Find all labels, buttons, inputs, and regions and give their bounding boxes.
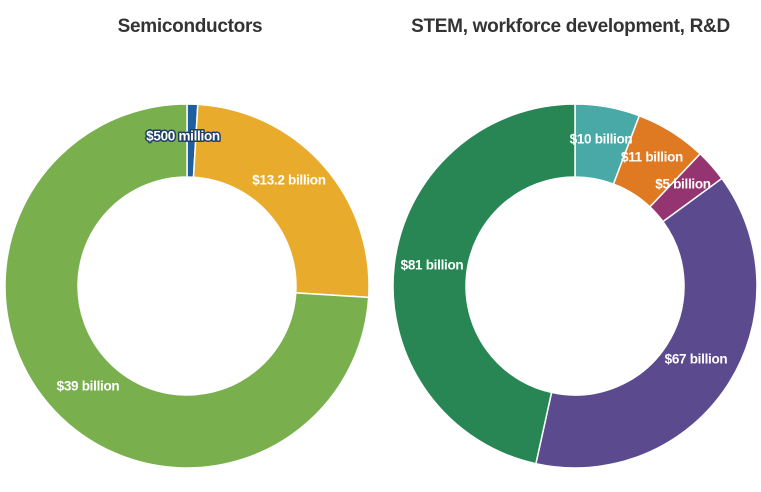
slice-data-label: $81 billion: [401, 258, 464, 273]
slice-data-label: $10 billion: [570, 132, 633, 147]
stem-donut: $10 billion $11 billion $5 billion $67 bill…: [392, 103, 758, 469]
slice-data-label: $11 billion: [621, 150, 683, 165]
stem-chart: STEM, workforce development, R&D $10 bil…: [380, 0, 761, 492]
chart-title: STEM, workforce development, R&D: [411, 16, 730, 37]
donut-slice: [534, 177, 758, 469]
slice-data-label: $39 billion: [57, 379, 120, 394]
slice-data-label: $500 million: [146, 129, 220, 144]
semiconductors-donut: $500 million $13.2 billion $39 billion: [4, 103, 370, 469]
donut-slice: [4, 103, 370, 469]
slice-data-label: $5 billion: [655, 177, 711, 192]
slice-data-label: $67 billion: [665, 352, 728, 367]
semiconductors-chart: Semiconductors $500 million $13.2 billion…: [0, 0, 380, 492]
slice-data-label: $13.2 billion: [252, 173, 325, 188]
chart-title: Semiconductors: [117, 16, 263, 37]
donut-slice: [392, 103, 576, 465]
donut-slice: [192, 103, 370, 299]
